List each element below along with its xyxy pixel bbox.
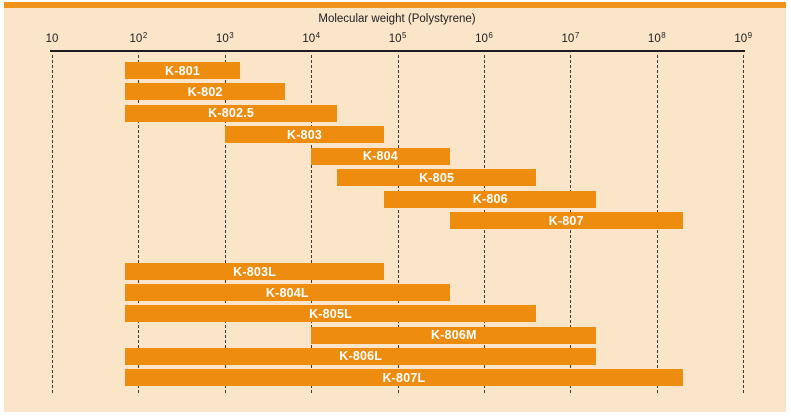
bar-label-K-807L: K-807L	[382, 370, 426, 385]
gridline-10e1	[52, 55, 53, 393]
bar-K-801: K-801	[125, 62, 240, 79]
tick-label-10e6: 106	[475, 31, 493, 45]
tick-label-10e1: 10	[46, 33, 59, 45]
bar-label-K-806M: K-806M	[430, 328, 477, 343]
chart-title: Molecular weight (Polystyrene)	[318, 13, 476, 25]
bar-label-K-803: K-803	[286, 127, 323, 142]
gridline-10e3	[224, 55, 226, 393]
bar-label-K-805L: K-805L	[309, 306, 352, 321]
tick-label-10e8: 108	[647, 31, 666, 45]
bar-label-K-806: K-806	[472, 192, 508, 207]
bar-K-806: K-806	[384, 190, 597, 208]
bar-label-K-806L: K-806L	[339, 349, 383, 364]
bar-label-K-801: K-801	[164, 63, 201, 78]
gridline-10e4	[311, 55, 313, 393]
tick-base: 10	[388, 33, 402, 45]
x-axis-line	[50, 50, 745, 52]
bar-K-802: K-802	[125, 83, 286, 101]
tick-exponent: 6	[488, 31, 493, 40]
tick-label-10e5: 105	[388, 31, 407, 45]
bar-K-807L: K-807L	[125, 369, 683, 386]
bar-K-803: K-803	[224, 126, 385, 144]
top-accent-strip	[4, 2, 786, 8]
bar-label-K-805: K-805	[419, 170, 455, 185]
bar-K-803L: K-803L	[125, 263, 385, 280]
tick-label-10e3: 103	[215, 31, 234, 45]
tick-label-10e2: 102	[129, 31, 148, 45]
tick-exponent: 2	[142, 31, 148, 40]
bar-label-K-804: K-804	[362, 149, 398, 164]
tick-base: 10	[45, 33, 59, 45]
bar-K-805: K-805	[337, 169, 536, 187]
tick-base: 10	[129, 33, 143, 45]
bar-label-K-804L: K-804L	[265, 285, 309, 300]
tick-exponent: 9	[747, 31, 753, 40]
bar-K-802.5: K-802.5	[125, 104, 338, 122]
tick-label-10e7: 107	[561, 31, 580, 45]
tick-base: 10	[302, 33, 316, 45]
gridline-10e9	[743, 55, 745, 393]
bar-label-K-807: K-807	[548, 213, 584, 228]
tick-base: 10	[561, 33, 575, 45]
bar-K-807: K-807	[449, 212, 683, 229]
tick-exponent: 4	[315, 31, 321, 40]
bar-K-804: K-804	[311, 147, 450, 165]
bar-K-806M: K-806M	[311, 326, 597, 344]
bar-label-K-802.5: K-802.5	[208, 106, 255, 121]
gridline-10e2	[138, 55, 140, 393]
tick-base: 10	[475, 33, 488, 45]
tick-base: 10	[647, 33, 661, 45]
tick-exponent: 3	[229, 31, 234, 40]
tick-label-10e9: 109	[734, 31, 753, 45]
bar-label-K-802: K-802	[187, 84, 223, 99]
tick-label-10e4: 104	[302, 31, 321, 45]
tick-base: 10	[734, 33, 748, 45]
tick-exponent: 8	[661, 31, 666, 40]
tick-base: 10	[215, 33, 229, 45]
bar-K-805L: K-805L	[125, 305, 537, 323]
tick-exponent: 5	[402, 31, 407, 40]
bar-K-806L: K-806L	[125, 347, 597, 365]
bar-label-K-803L: K-803L	[233, 264, 277, 279]
gridline-10e5	[397, 55, 399, 393]
tick-exponent: 7	[574, 31, 580, 40]
bar-K-804L: K-804L	[125, 284, 450, 302]
